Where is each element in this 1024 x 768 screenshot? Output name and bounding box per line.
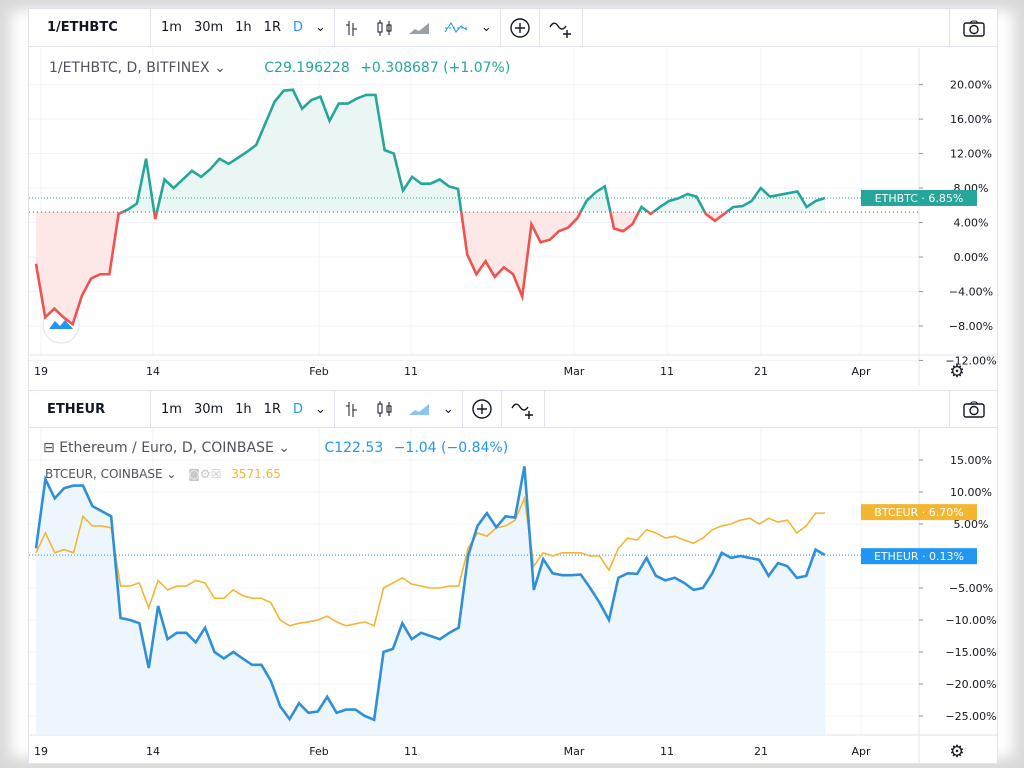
line-chart-icon[interactable] bbox=[443, 18, 469, 38]
candles-icon[interactable] bbox=[375, 18, 395, 38]
candles-icon[interactable] bbox=[375, 399, 395, 419]
price-tick-label: −25.00% bbox=[945, 710, 996, 723]
price-tick-label: −12.00% bbox=[945, 354, 996, 367]
chevron-down-icon[interactable]: ⌄ bbox=[315, 20, 326, 35]
interval-1r[interactable]: 1R bbox=[263, 401, 281, 417]
price-tick-label: −20.00% bbox=[945, 678, 996, 691]
price-tick-label: 5.00% bbox=[954, 518, 989, 531]
add-compare-icon[interactable] bbox=[509, 17, 531, 39]
price-badge bbox=[861, 504, 977, 521]
price-badge bbox=[861, 189, 977, 206]
area-fill-up bbox=[122, 89, 825, 213]
interval-30m[interactable]: 30m bbox=[193, 401, 224, 417]
area-chart-icon[interactable] bbox=[407, 18, 431, 38]
symbol-search[interactable]: ETHEUR bbox=[29, 391, 151, 427]
add-compare-icon[interactable] bbox=[471, 398, 493, 420]
time-tick-label: Apr bbox=[851, 745, 871, 758]
interval-1m[interactable]: 1m bbox=[161, 20, 182, 35]
time-tick-label: 14 bbox=[146, 745, 160, 758]
price-badge-label: ETHEUR · 0.13% bbox=[874, 550, 964, 563]
chevron-down-icon[interactable]: ⌄ bbox=[442, 401, 454, 417]
legend-change: +0.308687 (+1.07%) bbox=[360, 60, 511, 76]
settings-gear-icon[interactable]: ⚙ bbox=[949, 742, 964, 762]
price-tick-label: −4.00% bbox=[949, 285, 993, 298]
time-tick-label: Mar bbox=[564, 745, 585, 758]
time-tick-label: Feb bbox=[309, 365, 328, 378]
time-tick-label: Apr bbox=[851, 365, 871, 378]
chevron-down-icon[interactable]: ⌄ bbox=[273, 440, 291, 456]
interval-d[interactable]: D bbox=[292, 20, 303, 35]
top-legend: 1/ETHBTC, D, BITFINEX ⌄ C29.196228 +0.30… bbox=[49, 60, 510, 76]
btceur-line bbox=[35, 495, 825, 627]
price-tick-label: 20.00% bbox=[950, 79, 992, 92]
interval-1m[interactable]: 1m bbox=[161, 401, 182, 417]
compare-title[interactable]: BTCEUR, COINBASE bbox=[45, 467, 163, 481]
legend-title[interactable]: Ethereum / Euro, D, COINBASE bbox=[59, 440, 274, 456]
time-tick-label: Feb bbox=[309, 745, 328, 758]
legend-close: C122.53 bbox=[324, 440, 384, 456]
bar-chart-icon[interactable] bbox=[343, 399, 363, 419]
interval-1h[interactable]: 1h bbox=[235, 401, 252, 417]
compare-legend: BTCEUR, COINBASE ⌄ ◙⚙☒ 3571.65 bbox=[45, 467, 281, 481]
chevron-down-icon[interactable]: ⌄ bbox=[480, 20, 492, 35]
interval-1h[interactable]: 1h bbox=[235, 20, 252, 35]
camera-icon[interactable] bbox=[962, 400, 986, 418]
area-fill bbox=[36, 466, 825, 735]
price-badge-label: BTCEUR · 6.70% bbox=[874, 506, 963, 519]
chart-window: 1/ETHBTC 1m 30m 1h 1R D ⌄ ⌄ 20.00% 16.00%… bbox=[28, 8, 998, 764]
top-chart-pane[interactable]: 20.00%16.00%12.00%8.00%4.00%0.00%−4.00%−… bbox=[29, 48, 997, 386]
time-tick-label: 11 bbox=[660, 745, 674, 758]
price-tick-label: −10.00% bbox=[945, 614, 996, 627]
compare-value: 3571.65 bbox=[231, 467, 281, 481]
close-icon[interactable]: ☒ bbox=[210, 467, 222, 481]
interval-1r[interactable]: 1R bbox=[263, 20, 281, 35]
top-toolbar: 1/ETHBTC 1m 30m 1h 1R D ⌄ ⌄ bbox=[29, 9, 997, 47]
area-chart-icon[interactable] bbox=[407, 399, 431, 419]
bottom-toolbar: ETHEUR 1m 30m 1h 1R D ⌄ ⌄ bbox=[29, 390, 997, 428]
settings-icon[interactable]: ⚙ bbox=[199, 467, 211, 481]
price-tick-label: 10.00% bbox=[950, 486, 992, 499]
price-tick-label: 16.00% bbox=[950, 113, 992, 126]
chevron-down-icon[interactable]: ⌄ bbox=[209, 60, 226, 76]
price-badge-label: ETHBTC · 6.85% bbox=[875, 192, 964, 205]
collapse-icon[interactable]: ⊟ bbox=[43, 440, 55, 456]
time-tick-label: 11 bbox=[660, 365, 674, 378]
price-tick-label: 4.00% bbox=[954, 217, 989, 230]
price-tick-label: −8.00% bbox=[949, 320, 993, 333]
legend-title[interactable]: 1/ETHBTC, D, BITFINEX bbox=[49, 60, 210, 76]
time-tick-label: 19 bbox=[34, 745, 48, 758]
price-tick-label: −5.00% bbox=[949, 582, 993, 595]
interval-d[interactable]: D bbox=[292, 401, 303, 417]
bottom-chart-pane[interactable]: 15.00% 10.00% 5.00% −5.00% −10.00% −15.00% −20… bbox=[29, 429, 997, 764]
price-tick-label: 15.00% bbox=[950, 454, 992, 467]
camera-icon[interactable] bbox=[962, 19, 986, 37]
legend-close: C29.196228 bbox=[264, 60, 350, 76]
legend-change: −1.04 (−0.84%) bbox=[393, 440, 509, 456]
price-badge bbox=[861, 548, 977, 565]
price-tick-label: −15.00% bbox=[945, 646, 996, 659]
price-tick-label: 0.00% bbox=[954, 251, 989, 264]
area-fill-down bbox=[36, 212, 825, 325]
bottom-legend: ⊟ Ethereum / Euro, D, COINBASE ⌄ C122.53… bbox=[43, 440, 508, 456]
indicators-icon[interactable] bbox=[510, 398, 536, 420]
settings-gear-icon[interactable]: ⚙ bbox=[949, 362, 964, 382]
chevron-down-icon[interactable]: ⌄ bbox=[315, 401, 326, 417]
interval-30m[interactable]: 30m bbox=[193, 20, 224, 35]
tradingview-logo-icon bbox=[49, 320, 73, 329]
time-tick-label: 14 bbox=[146, 365, 160, 378]
eye-icon[interactable]: ◙ bbox=[188, 467, 200, 481]
symbol-search[interactable]: 1/ETHBTC bbox=[29, 9, 151, 46]
time-tick-label: 11 bbox=[404, 365, 418, 378]
price-tick-label: 12.00% bbox=[950, 148, 992, 161]
etheur-line bbox=[34, 466, 826, 722]
bar-chart-icon[interactable] bbox=[343, 18, 363, 38]
time-tick-label: Mar bbox=[564, 365, 585, 378]
indicators-icon[interactable] bbox=[548, 17, 574, 39]
time-tick-label: 21 bbox=[754, 365, 768, 378]
time-tick-label: 19 bbox=[34, 365, 48, 378]
chevron-down-icon[interactable]: ⌄ bbox=[162, 467, 177, 481]
time-tick-label: 21 bbox=[754, 745, 768, 758]
series-line-up bbox=[119, 88, 826, 213]
time-tick-label: 11 bbox=[404, 745, 418, 758]
